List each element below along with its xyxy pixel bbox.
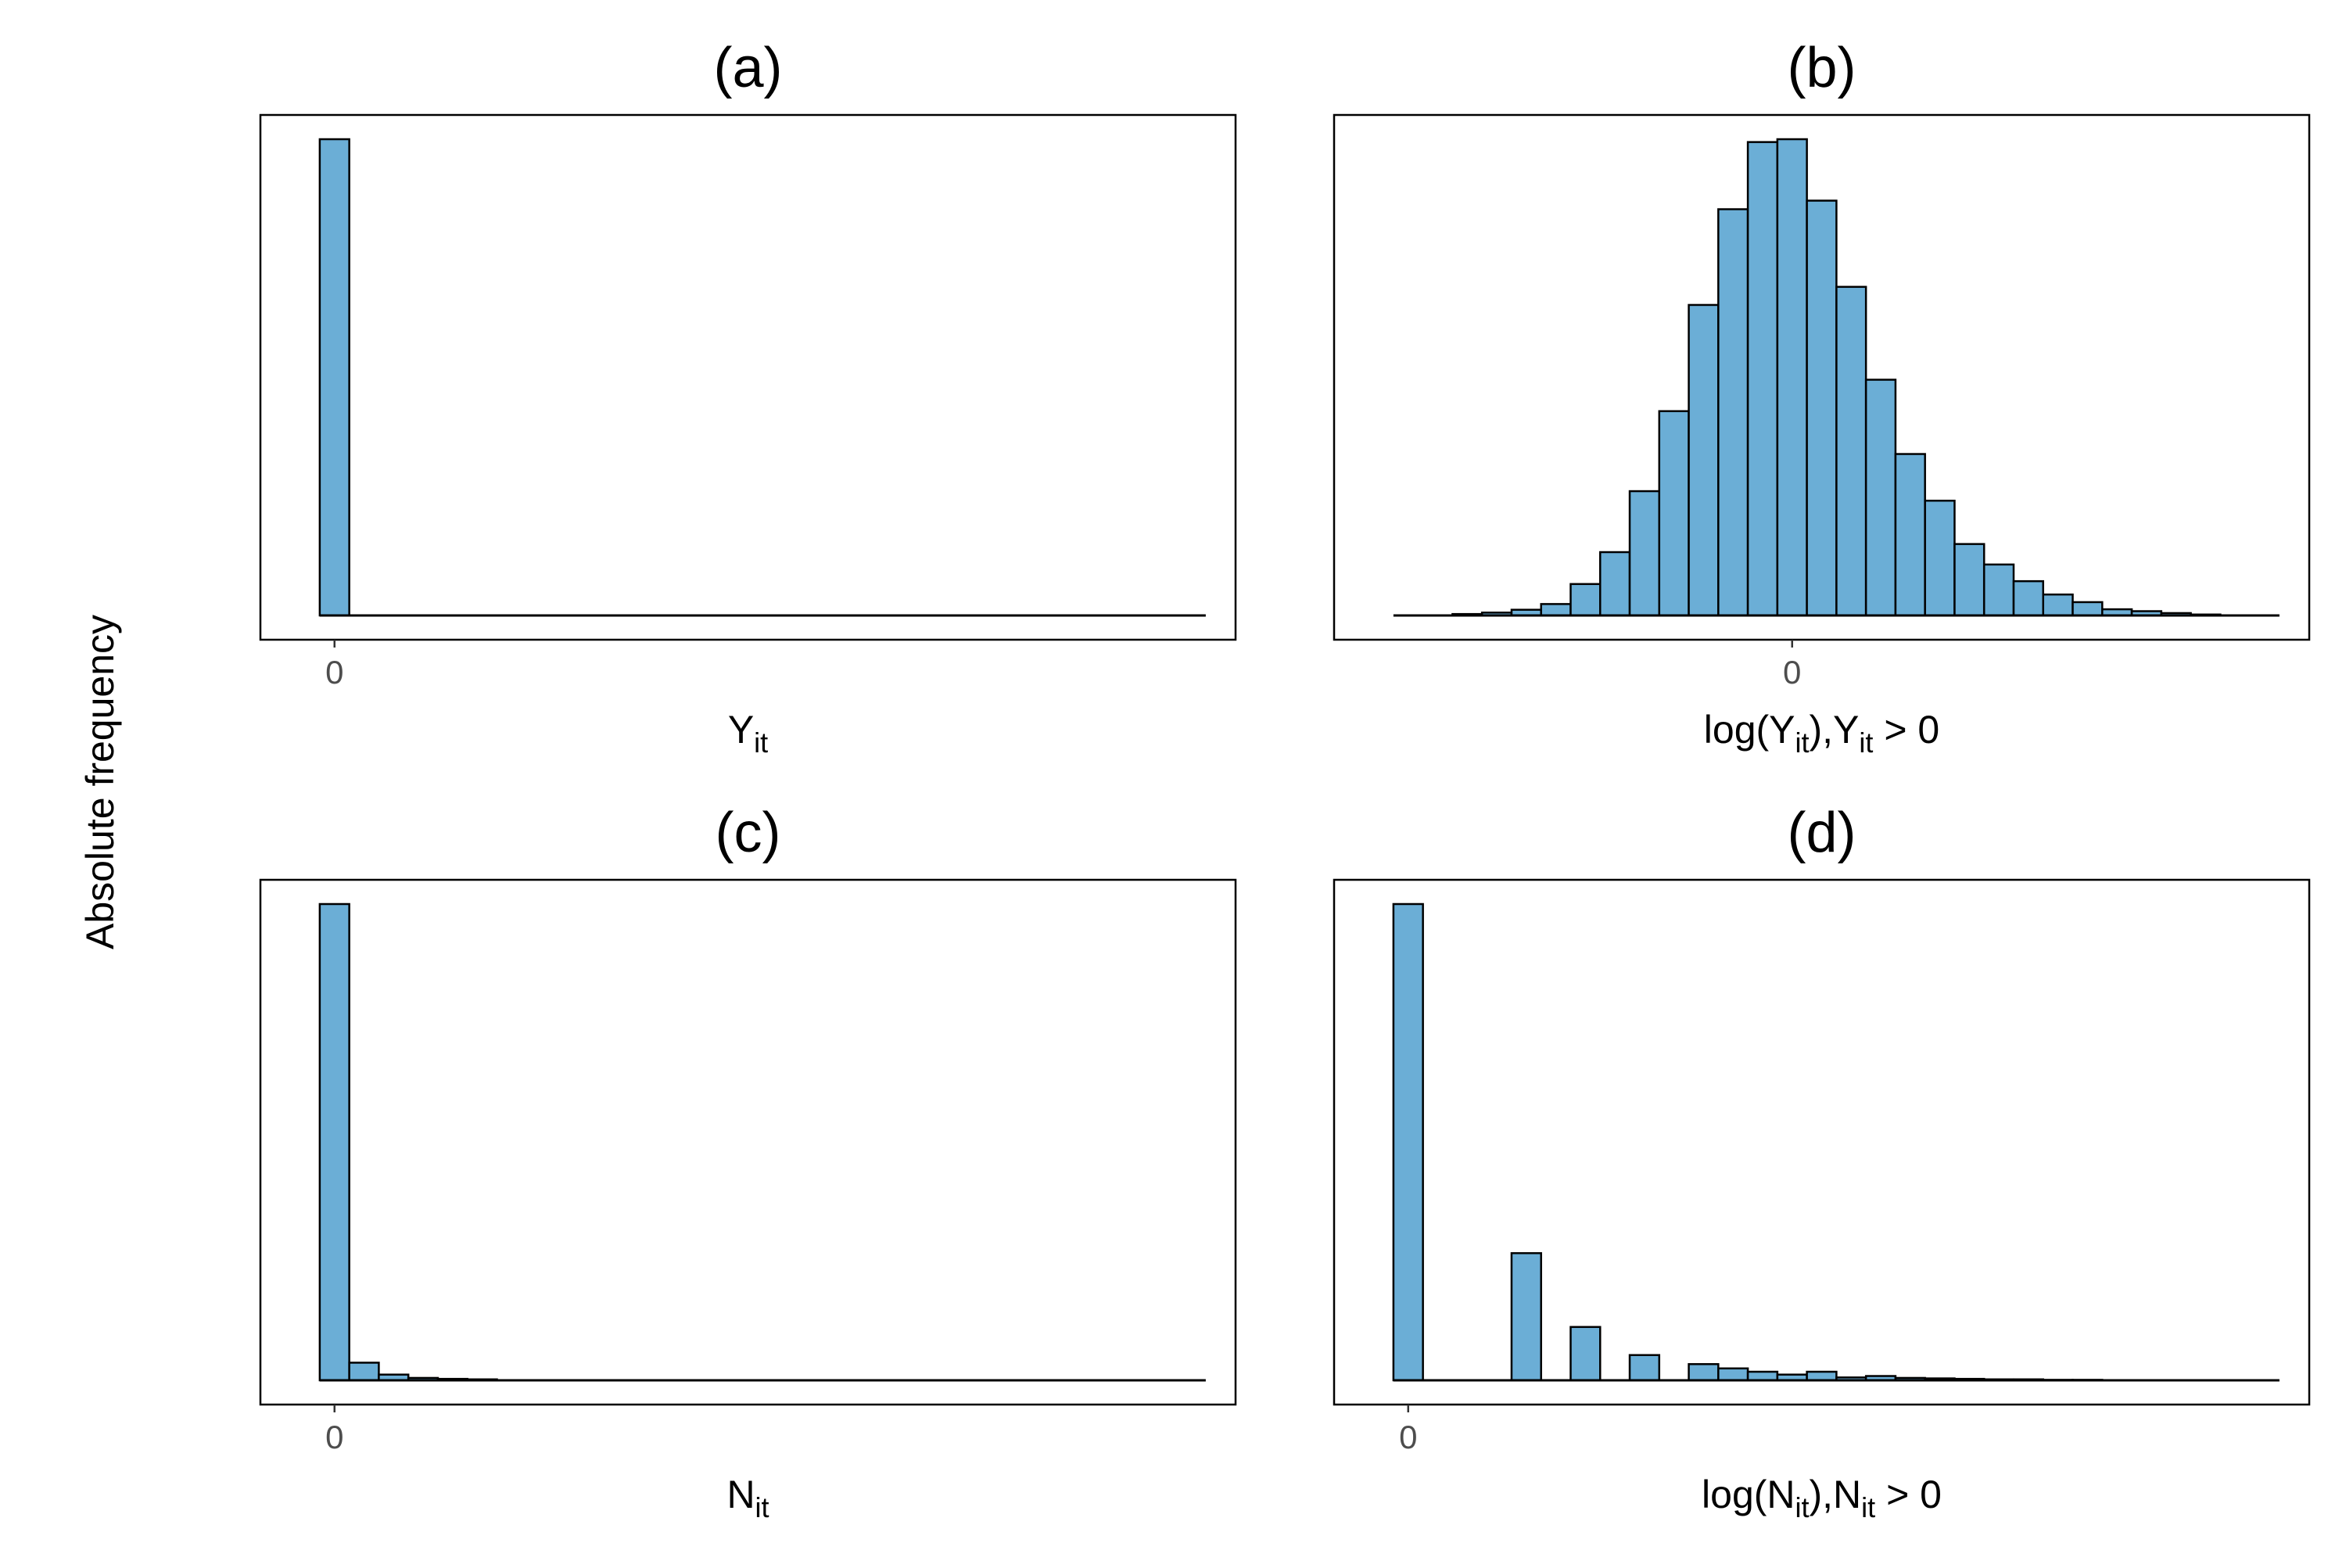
panel-border	[259, 878, 1237, 1406]
histogram-bar	[348, 1362, 380, 1382]
panel-title: (b)	[1788, 37, 1856, 99]
panel-3: 0 (c) Nit	[259, 802, 1237, 1523]
histogram-bar	[1717, 1367, 1749, 1382]
panel-border	[259, 113, 1237, 641]
histogram-bar	[1864, 379, 1897, 617]
x-axis-title-text: N	[726, 1473, 755, 1516]
panel-border	[1333, 113, 2311, 641]
histogram-bar	[1746, 141, 1779, 617]
histogram-bar	[1628, 1354, 1661, 1382]
histogram-bar	[318, 138, 350, 617]
x-axis-title-subscript: it	[1795, 727, 1810, 759]
x-axis-title-subscript: it	[1861, 1491, 1875, 1523]
histogram-bar	[1806, 199, 1838, 617]
histogram-bar	[1688, 1363, 1720, 1382]
x-axis-title: log(Nit),Nit > 0	[1702, 1473, 1942, 1523]
x-axis-title-text: ),N	[1810, 1473, 1862, 1516]
x-tick-label: 0	[325, 1419, 343, 1455]
histogram-bar	[1392, 902, 1424, 1382]
panel-title: (d)	[1788, 802, 1856, 864]
y-axis-label: Absolute frequency	[78, 614, 122, 950]
x-tick-label: 0	[325, 654, 343, 691]
histogram-bar	[1569, 583, 1602, 617]
histogram-bar	[1717, 208, 1749, 617]
histogram-bar	[1628, 490, 1661, 617]
histogram-bar	[1599, 551, 1631, 617]
histogram-bar	[1688, 303, 1720, 617]
x-axis-title-subscript: it	[1859, 727, 1873, 759]
histogram-bar	[1776, 138, 1808, 617]
x-axis-title-subscript: it	[754, 727, 768, 759]
histogram-bar	[1894, 453, 1926, 617]
histogram-bar	[318, 902, 350, 1382]
histogram-bar	[1540, 603, 1572, 617]
x-axis-title-subscript: it	[755, 1491, 769, 1523]
histogram-bar	[1924, 499, 1956, 617]
x-axis-title-text: > 0	[1873, 708, 1939, 752]
histogram-bar	[1569, 1326, 1602, 1382]
x-axis-title-text: > 0	[1875, 1473, 1942, 1516]
panel-border	[1333, 878, 2311, 1406]
x-tick-label: 0	[1399, 1419, 1417, 1455]
histogram-bar	[1835, 285, 1867, 617]
histogram-bar	[1953, 543, 1985, 617]
histogram-bar	[1658, 410, 1690, 617]
histogram-bar	[2012, 579, 2045, 617]
x-tick-label: 0	[1783, 654, 1801, 691]
histogram-bar	[2042, 593, 2074, 617]
histogram-bar	[1746, 1370, 1779, 1382]
panel-title: (a)	[714, 37, 783, 99]
x-axis-title: Nit	[726, 1473, 769, 1523]
panel-title: (c)	[716, 802, 781, 864]
histogram-bar	[1806, 1370, 1838, 1382]
histogram-bar	[1982, 563, 2015, 617]
x-axis-title-text: ),Y	[1810, 708, 1860, 752]
panel-4: 0(d)log(Nit),Nit > 0	[1333, 802, 2311, 1523]
x-axis-title-text: log(N	[1702, 1473, 1795, 1516]
x-axis-title: Yit	[728, 708, 768, 759]
histogram-bar	[1510, 1252, 1542, 1382]
histogram-bar	[2072, 601, 2104, 617]
x-axis-title-subscript: it	[1795, 1491, 1810, 1523]
x-axis-title-text: log(Y	[1704, 708, 1795, 752]
panel-2: 0(b)log(Yit),Yit > 0	[1333, 37, 2311, 759]
x-axis-title: log(Yit),Yit > 0	[1704, 708, 1939, 759]
panel-1: 0 (a) Yit	[259, 37, 1237, 759]
x-axis-title-text: Y	[728, 708, 754, 752]
